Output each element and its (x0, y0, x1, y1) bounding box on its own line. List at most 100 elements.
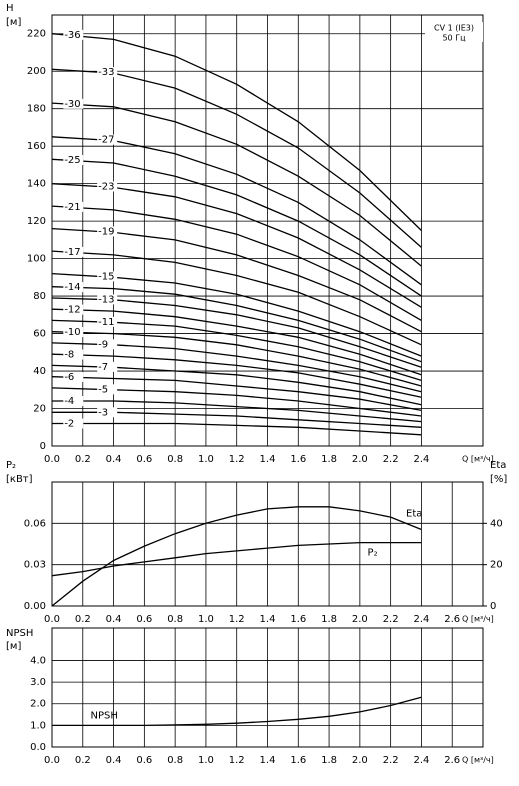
x-tick-label: 1.2 (229, 755, 245, 766)
x-tick-label: 2.2 (383, 755, 399, 766)
y-axis-unit: [кВт] (6, 474, 33, 485)
x-tick-label: 0.4 (106, 614, 122, 625)
annotation-bg (425, 22, 483, 32)
x-tick-label: 1.2 (229, 614, 245, 625)
y-tick-label: 0.06 (24, 518, 46, 529)
x-tick-label: 2.0 (352, 454, 368, 465)
x-tick-label: 0.6 (136, 755, 152, 766)
y-tick-label: 1.0 (30, 720, 46, 731)
series-label: -9 (98, 339, 108, 350)
label-bg (63, 418, 84, 429)
series-label: Eta (406, 508, 422, 519)
series-line (51, 158, 422, 297)
label-bg (63, 246, 84, 257)
x-tick-label: 1.8 (321, 614, 337, 625)
x-tick-label: 0.0 (44, 614, 60, 625)
x-tick-label: 1.0 (198, 755, 214, 766)
y-axis-label: H (6, 3, 14, 14)
y-axis-unit: [м] (6, 641, 21, 652)
y-tick-label: 80 (33, 291, 46, 302)
series-line (51, 205, 422, 321)
x-tick-label: 1.6 (290, 755, 306, 766)
y-tick-label: 220 (27, 29, 46, 40)
y2-tick-label: 20 (490, 560, 503, 571)
x-tick-label: 0.0 (44, 755, 60, 766)
label-bg (63, 29, 84, 40)
series-label: -30 (64, 99, 80, 110)
x-tick-label: 2.4 (413, 755, 429, 766)
x-tick-label: 0.6 (136, 614, 152, 625)
series-line (52, 696, 422, 727)
y2-axis-label: Eta (490, 460, 506, 471)
label-bg (97, 407, 118, 418)
annotation: 50 Гц (442, 34, 466, 43)
x-tick-label: 1.6 (290, 614, 306, 625)
x-tick-label: 1.4 (260, 755, 276, 766)
series-label: -5 (98, 384, 108, 395)
label-bg (63, 349, 84, 360)
y-axis-label: P₂ (6, 460, 16, 471)
x-tick-label: 0.8 (167, 755, 183, 766)
x-tick-label: 2.0 (352, 614, 368, 625)
y-tick-label: 60 (33, 329, 46, 340)
y-tick-label: 160 (27, 141, 46, 152)
y-tick-label: 0.0 (30, 742, 46, 753)
y-tick-label: 200 (27, 66, 46, 77)
series-label: -17 (64, 247, 80, 258)
series-label: -27 (98, 135, 114, 146)
label-bg (97, 226, 118, 237)
x-tick-label: 0.2 (75, 614, 91, 625)
label-bg (63, 98, 84, 109)
x-tick-label: 0.4 (106, 755, 122, 766)
series-label: -15 (98, 271, 114, 282)
y2-tick-label: 0 (490, 601, 496, 612)
y-tick-label: 0.00 (24, 601, 46, 612)
series-label: -19 (98, 226, 114, 237)
label-bg (63, 396, 84, 407)
x-tick-label: 1.4 (260, 614, 276, 625)
x-axis-label: Q [м³/ч] (462, 756, 494, 765)
x-tick-label: 2.4 (413, 614, 429, 625)
series-label: P₂ (368, 548, 378, 559)
annotation-bg (425, 32, 483, 42)
series-label: -12 (64, 305, 80, 316)
label-bg (63, 304, 84, 315)
series-line (51, 308, 422, 376)
label-bg (97, 271, 118, 282)
y-tick-label: 140 (27, 179, 46, 190)
x-tick-label: 2.2 (383, 614, 399, 625)
annotation: CV 1 (IE3) (434, 24, 474, 33)
x-tick-label: 1.0 (198, 454, 214, 465)
series-line (52, 422, 422, 436)
series-line (51, 376, 422, 412)
series-label: -36 (64, 30, 80, 41)
x-tick-label: 0.8 (167, 454, 183, 465)
label-bg (97, 181, 118, 192)
x-tick-label: 1.8 (321, 454, 337, 465)
x-tick-label: 1.8 (321, 755, 337, 766)
x-tick-label: 0.0 (44, 454, 60, 465)
series-label: -2 (64, 419, 74, 430)
x-tick-label: 0.2 (75, 755, 91, 766)
series-line (51, 353, 422, 398)
y-tick-label: 100 (27, 254, 46, 265)
label-bg (97, 361, 118, 372)
label-bg (97, 134, 118, 145)
label-bg (97, 67, 118, 78)
y-axis-unit: [м] (6, 17, 21, 28)
series-label: NPSH (90, 710, 117, 721)
x-tick-label: 2.6 (444, 755, 460, 766)
y-tick-label: 40 (33, 366, 46, 377)
series-line (51, 286, 422, 363)
series-label: -10 (64, 327, 80, 338)
y-tick-label: 0 (40, 441, 46, 452)
x-tick-label: 1.2 (229, 454, 245, 465)
series-line (51, 331, 422, 387)
y-tick-label: 120 (27, 216, 46, 227)
series-label: -23 (98, 181, 114, 192)
series-label: -11 (98, 317, 114, 328)
y2-tick-label: 40 (490, 518, 503, 529)
label-bg (63, 201, 84, 212)
series-label: -8 (64, 350, 74, 361)
series-line (52, 400, 422, 423)
